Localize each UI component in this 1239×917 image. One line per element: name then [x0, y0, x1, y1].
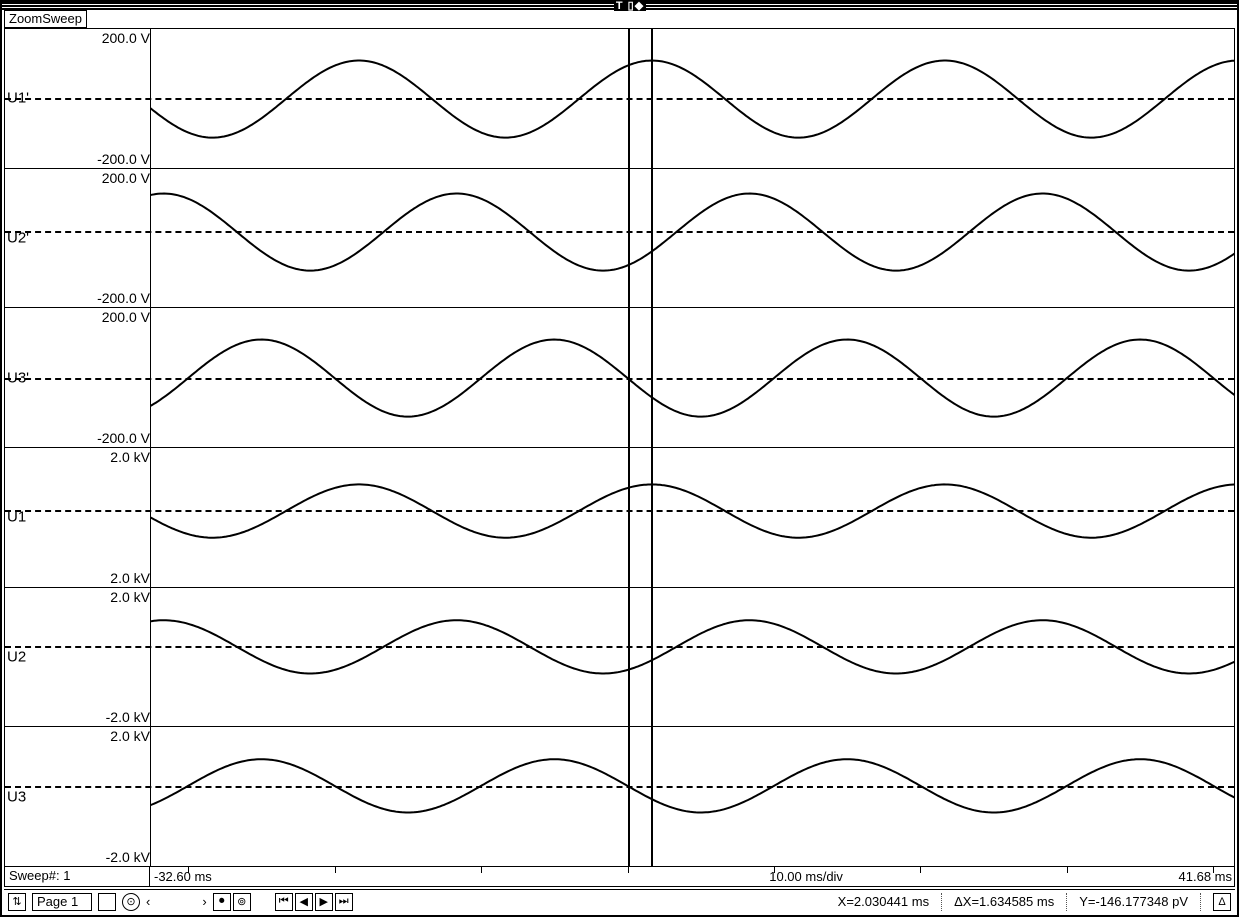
waveform-trace	[150, 588, 1234, 728]
label-column-separator	[150, 29, 151, 168]
label-column-separator	[150, 588, 151, 727]
channel-bottom-scale: 2.0 kV	[110, 570, 150, 586]
label-column-separator	[150, 308, 151, 447]
blank-button[interactable]	[98, 893, 116, 911]
time-tick	[188, 867, 189, 873]
time-axis: Sweep#: 1 -32.60 ms 41.68 ms 10.00 ms/div	[4, 867, 1235, 887]
time-scale[interactable]: -32.60 ms 41.68 ms 10.00 ms/div	[150, 867, 1234, 886]
measurement-cursor-2[interactable]	[651, 28, 653, 867]
time-tick	[774, 867, 775, 873]
overlay-button[interactable]: ⊚	[233, 893, 251, 911]
page-updown-icon[interactable]: ⇅	[8, 893, 26, 911]
channel-name-label: U3	[7, 788, 26, 805]
channel-U3[interactable]: U3 2.0 kV -2.0 kV	[5, 727, 1234, 866]
channel-top-scale: 2.0 kV	[110, 728, 150, 744]
sweep-counter: Sweep#: 1	[5, 867, 150, 886]
label-column-separator	[150, 727, 151, 866]
waveform-trace	[150, 169, 1234, 309]
label-column-separator	[150, 448, 151, 587]
waveform-trace	[150, 448, 1234, 588]
channel-name-label: U1	[7, 509, 26, 526]
channel-name-label: U2	[7, 649, 26, 666]
playback-group: ⏮ ◀ ▶ ⏭	[275, 893, 353, 911]
channel-U2p[interactable]: U2' 200.0 V -200.0 V	[5, 169, 1234, 309]
channel-bottom-scale: -200.0 V	[97, 151, 150, 167]
chevron-left-icon[interactable]: ‹	[146, 894, 150, 909]
time-tick	[1067, 867, 1068, 873]
app-frame: T ▯◆ ZoomSweep U1' 200.0 V -200.0 V U2' 200.…	[0, 0, 1239, 917]
time-tick	[335, 867, 336, 873]
channel-top-scale: 200.0 V	[102, 309, 150, 325]
channel-bottom-scale: -2.0 kV	[106, 709, 150, 725]
cursor-x-readout: X=2.030441 ms	[838, 894, 929, 909]
target-button[interactable]: ⊙	[122, 893, 140, 911]
status-separator	[1200, 893, 1201, 911]
channel-U1[interactable]: U1 2.0 kV 2.0 kV	[5, 448, 1234, 588]
measurement-cursor-1[interactable]	[628, 28, 630, 867]
delta-button[interactable]: Δ	[1213, 893, 1231, 911]
waveform-trace	[150, 29, 1234, 169]
status-bar: ⇅ Page 1 ⊙ ‹ › ⏺ ⊚ ⏮ ◀ ▶ ⏭ X=2.030441 ms…	[4, 889, 1235, 913]
time-axis-right-label: 41.68 ms	[1179, 869, 1232, 884]
time-tick	[628, 867, 629, 873]
channel-top-scale: 2.0 kV	[110, 589, 150, 605]
channel-bottom-scale: -200.0 V	[97, 430, 150, 446]
next-button[interactable]: ▶	[315, 893, 333, 911]
trigger-marker[interactable]: T ▯◆	[614, 1, 646, 11]
cursor-y-readout: Y=-146.177348 pV	[1079, 894, 1188, 909]
page-field[interactable]: Page 1	[32, 893, 92, 911]
channel-U2[interactable]: U2 2.0 kV -2.0 kV	[5, 588, 1234, 728]
time-tick	[920, 867, 921, 873]
channel-name-label: U1'	[7, 90, 29, 107]
time-axis-scale-label: 10.00 ms/div	[769, 869, 843, 884]
label-column-separator	[150, 169, 151, 308]
prev-button[interactable]: ◀	[295, 893, 313, 911]
channel-bottom-scale: -200.0 V	[97, 290, 150, 306]
waveform-trace	[150, 727, 1234, 866]
chevron-right-icon[interactable]: ›	[202, 894, 206, 909]
status-separator	[941, 893, 942, 911]
channel-top-scale: 200.0 V	[102, 30, 150, 46]
status-separator	[1066, 893, 1067, 911]
channel-U1p[interactable]: U1' 200.0 V -200.0 V	[5, 29, 1234, 169]
skip-prev-button[interactable]: ⏮	[275, 893, 293, 911]
channel-top-scale: 2.0 kV	[110, 449, 150, 465]
zoom-sweep-label[interactable]: ZoomSweep	[4, 10, 87, 28]
time-tick	[1213, 867, 1214, 873]
waveform-plot-area[interactable]: U1' 200.0 V -200.0 V U2' 200.0 V -200.0 V U3' 2…	[4, 28, 1235, 867]
cursor-dx-readout: ΔX=1.634585 ms	[954, 894, 1054, 909]
channel-name-label: U2'	[7, 230, 29, 247]
time-axis-left-label: -32.60 ms	[154, 869, 212, 884]
channel-name-label: U3'	[7, 369, 29, 386]
record-button[interactable]: ⏺	[213, 893, 231, 911]
time-tick	[481, 867, 482, 873]
record-group: ⏺ ⊚	[213, 893, 251, 911]
skip-next-button[interactable]: ⏭	[335, 893, 353, 911]
channel-bottom-scale: -2.0 kV	[106, 849, 150, 865]
waveform-trace	[150, 308, 1234, 448]
channel-top-scale: 200.0 V	[102, 170, 150, 186]
channel-U3p[interactable]: U3' 200.0 V -200.0 V	[5, 308, 1234, 448]
